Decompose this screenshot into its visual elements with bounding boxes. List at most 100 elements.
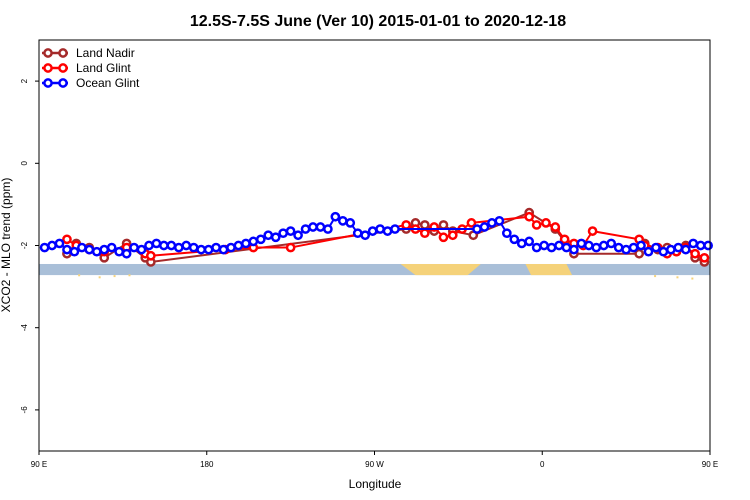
data-point bbox=[159, 240, 169, 251]
data-point bbox=[166, 240, 177, 251]
data-point bbox=[47, 240, 57, 251]
y-axis: 2 0 -2 -4 -6 bbox=[20, 78, 39, 413]
y-tick-label: -6 bbox=[20, 406, 29, 414]
legend-item: Land Nadir bbox=[42, 46, 135, 60]
land-patch-0 bbox=[400, 263, 481, 276]
data-point bbox=[285, 226, 296, 236]
data-point bbox=[583, 240, 594, 251]
data-point bbox=[651, 242, 661, 253]
data-point bbox=[241, 238, 251, 249]
legend-marker bbox=[58, 48, 68, 58]
data-point bbox=[263, 230, 274, 241]
data-point bbox=[541, 218, 551, 228]
data-point bbox=[323, 224, 333, 234]
data-point bbox=[136, 244, 147, 255]
data-point bbox=[494, 215, 505, 226]
data-point bbox=[438, 220, 449, 230]
data-point bbox=[248, 236, 259, 247]
data-point bbox=[233, 240, 244, 251]
data-point bbox=[390, 224, 400, 234]
island-speck bbox=[128, 274, 131, 277]
island-speck bbox=[113, 275, 116, 278]
data-point bbox=[598, 240, 609, 251]
data-point bbox=[658, 246, 669, 257]
data-point bbox=[554, 240, 564, 251]
data-point bbox=[559, 234, 570, 245]
data-point bbox=[516, 238, 527, 249]
data-point bbox=[539, 240, 549, 251]
y-tick-label: 2 bbox=[20, 78, 29, 83]
data-point bbox=[84, 244, 95, 255]
data-point bbox=[375, 224, 385, 234]
data-point bbox=[91, 246, 102, 257]
x-axis-label: Longitude bbox=[349, 477, 402, 491]
x-tick-label: 0 bbox=[540, 460, 545, 469]
legend-label: Land Nadir bbox=[76, 46, 135, 60]
data-point bbox=[636, 240, 646, 251]
data-point bbox=[300, 224, 311, 234]
data-point bbox=[352, 228, 363, 239]
data-point bbox=[688, 238, 699, 249]
data-point bbox=[643, 246, 654, 257]
data-point bbox=[690, 248, 700, 259]
data-point bbox=[591, 242, 602, 253]
data-point bbox=[337, 215, 348, 226]
data-point bbox=[278, 228, 289, 239]
data-point bbox=[447, 230, 458, 241]
chart-title: 12.5S-7.5S June (Ver 10) 2015-01-01 to 2… bbox=[190, 13, 566, 30]
data-point bbox=[576, 238, 587, 249]
data-point bbox=[438, 232, 449, 243]
data-point bbox=[188, 242, 199, 253]
data-point bbox=[524, 236, 535, 247]
data-point bbox=[211, 242, 221, 253]
data-point bbox=[501, 228, 512, 239]
data-point bbox=[695, 240, 706, 251]
data-point bbox=[487, 218, 497, 228]
data-point bbox=[628, 242, 639, 253]
data-point bbox=[77, 242, 87, 253]
data-point bbox=[308, 222, 318, 232]
x-axis: 90 E 180 90 W 0 90 E bbox=[31, 451, 718, 469]
ocean-band bbox=[39, 263, 710, 276]
legend-marker bbox=[58, 63, 68, 73]
y-tick-label: 0 bbox=[20, 161, 29, 166]
data-point bbox=[345, 218, 356, 228]
data-point bbox=[151, 238, 162, 249]
data-point bbox=[613, 242, 624, 253]
island-speck bbox=[654, 275, 657, 278]
data-point bbox=[546, 242, 557, 253]
data-point bbox=[270, 232, 281, 243]
data-point bbox=[293, 230, 303, 241]
y-axis-label: XCO2 - MLO trend (ppm) bbox=[0, 178, 13, 313]
data-point bbox=[472, 224, 482, 234]
data-point bbox=[255, 234, 266, 245]
series-ocean-glint bbox=[39, 211, 713, 259]
data-point bbox=[703, 240, 713, 251]
data-point bbox=[62, 234, 72, 245]
data-point bbox=[666, 244, 676, 255]
data-point bbox=[62, 244, 72, 255]
data-point bbox=[360, 230, 371, 241]
data-point bbox=[330, 211, 341, 222]
data-point bbox=[699, 252, 710, 263]
data-point bbox=[196, 244, 207, 255]
data-point bbox=[144, 240, 154, 251]
data-point bbox=[587, 226, 598, 236]
data-point bbox=[367, 226, 378, 236]
data-point bbox=[401, 220, 412, 230]
series-layer bbox=[39, 207, 713, 267]
data-point bbox=[121, 248, 132, 259]
data-point bbox=[550, 222, 561, 232]
y-tick-label: -2 bbox=[20, 241, 29, 249]
data-point bbox=[621, 244, 631, 255]
island-speck bbox=[691, 277, 694, 280]
data-point bbox=[203, 244, 214, 255]
legend-item: Ocean Glint bbox=[42, 76, 140, 90]
island-speck bbox=[78, 274, 81, 277]
data-point bbox=[466, 218, 477, 228]
y-tick-label: -4 bbox=[20, 324, 29, 332]
data-point bbox=[606, 238, 617, 249]
data-point bbox=[99, 244, 110, 255]
